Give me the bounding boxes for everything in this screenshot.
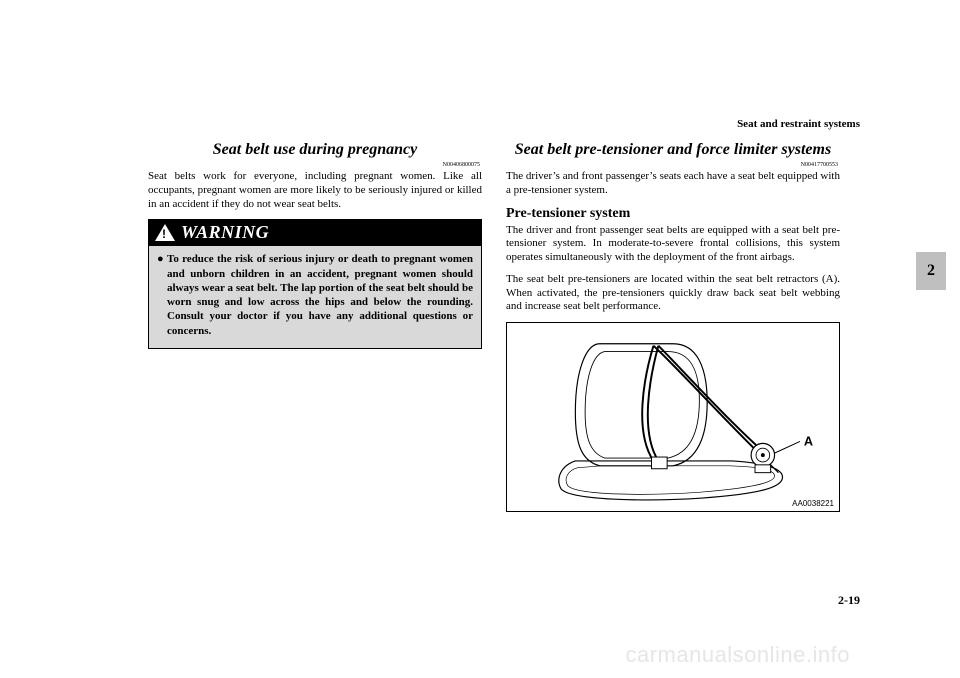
left-paragraph: Seat belts work for everyone, including … bbox=[148, 170, 482, 211]
seat-belt-figure: A AA0038221 bbox=[506, 322, 840, 512]
watermark: carmanualsonline.info bbox=[625, 642, 850, 668]
left-refcode: N00406800075 bbox=[148, 162, 480, 168]
bullet-icon: ● bbox=[157, 252, 167, 338]
warning-item-text: To reduce the risk of serious injury or … bbox=[167, 252, 473, 338]
right-paragraph-3: The seat belt pre-tensioners are located… bbox=[506, 273, 840, 314]
right-paragraph-2: The driver and front passenger seat belt… bbox=[506, 224, 840, 265]
warning-box: ! WARNING ● To reduce the risk of seriou… bbox=[148, 219, 482, 349]
section-tab: 2 bbox=[916, 252, 946, 290]
warning-triangle-icon: ! bbox=[155, 224, 175, 241]
right-column: Seat belt pre-tensioner and force limite… bbox=[506, 140, 840, 512]
page-number: 2-19 bbox=[838, 593, 860, 608]
left-column: Seat belt use during pregnancy N00406800… bbox=[148, 140, 482, 512]
content-columns: Seat belt use during pregnancy N00406800… bbox=[148, 140, 840, 512]
right-paragraph-1: The driver’s and front passenger’s seats… bbox=[506, 170, 840, 198]
right-section-title: Seat belt pre-tensioner and force limite… bbox=[506, 140, 840, 160]
warning-body: ● To reduce the risk of serious injury o… bbox=[149, 245, 481, 348]
right-subheading: Pre-tensioner system bbox=[506, 206, 840, 222]
left-section-title: Seat belt use during pregnancy bbox=[148, 140, 482, 160]
figure-id: AA0038221 bbox=[792, 499, 834, 508]
right-refcode: N00417700553 bbox=[506, 162, 838, 168]
seat-illustration-icon: A bbox=[507, 323, 839, 511]
warning-header: ! WARNING bbox=[149, 220, 481, 245]
header-section-title: Seat and restraint systems bbox=[737, 118, 860, 130]
warning-exclamation-icon: ! bbox=[162, 227, 166, 241]
warning-title: WARNING bbox=[181, 222, 269, 243]
page: Seat and restraint systems Seat belt use… bbox=[0, 0, 960, 678]
warning-item: ● To reduce the risk of serious injury o… bbox=[157, 252, 473, 338]
figure-label-a: A bbox=[804, 434, 813, 448]
